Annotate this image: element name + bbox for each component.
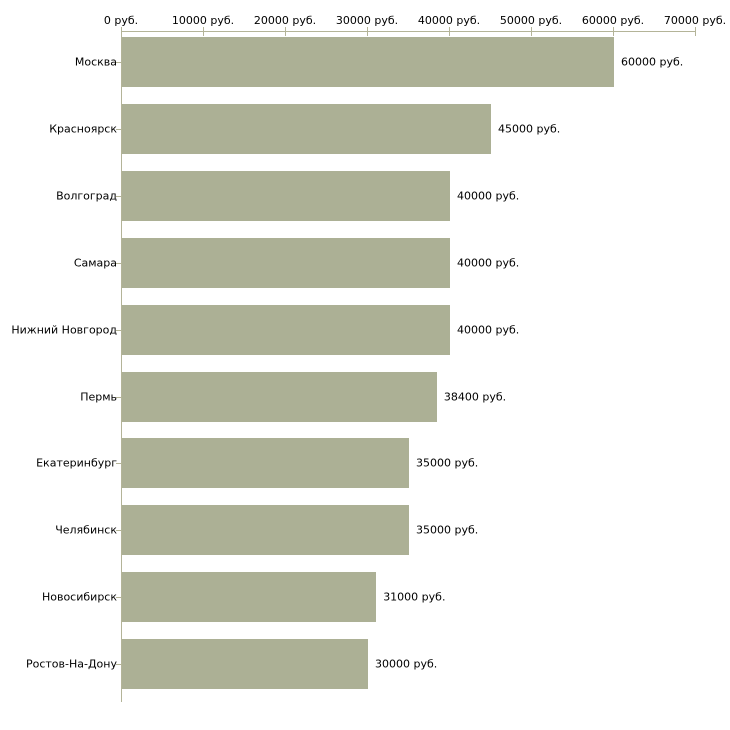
y-axis-tick: [116, 129, 122, 130]
y-axis-category-label: Челябинск: [55, 523, 117, 537]
y-axis-tick: [116, 664, 122, 665]
y-axis-category-label: Пермь: [80, 390, 117, 403]
x-axis-tick-label: 40000 руб.: [417, 14, 481, 27]
y-axis-tick: [116, 597, 122, 598]
x-axis-tick-label: 30000 руб.: [335, 14, 399, 27]
bar: [122, 505, 409, 556]
bar-value-label: 35000 руб.: [416, 523, 479, 537]
y-axis-category-label: Нижний Новгород: [11, 323, 117, 337]
y-axis-tick: [116, 397, 122, 398]
y-axis-category-label: Красноярск: [49, 122, 117, 136]
y-axis-category-label: Ростов-На-Дону: [25, 657, 117, 671]
x-axis-tick-label: 0 руб.: [103, 14, 139, 27]
x-axis-tick-label: 50000 руб.: [499, 14, 563, 27]
bar-value-label: 35000 руб.: [416, 456, 479, 470]
x-axis-tick: [203, 27, 204, 36]
x-axis-tick: [531, 27, 532, 36]
bar-value-label: 38400 руб.: [443, 390, 507, 403]
bar-value-label: 60000 руб.: [621, 55, 684, 69]
bar-value-label: 30000 руб.: [375, 657, 438, 671]
y-axis-tick: [116, 530, 122, 531]
x-axis-tick-label: 60000 руб.: [581, 14, 645, 27]
bar-value-label: 31000 руб.: [383, 590, 446, 604]
bar: [122, 639, 368, 690]
bar: [122, 170, 450, 221]
y-axis-tick: [116, 330, 122, 331]
bar: [122, 572, 377, 623]
y-axis-category-label: Новосибирск: [41, 590, 117, 604]
y-axis-tick: [116, 263, 122, 264]
y-axis-category-label: Волгоград: [56, 189, 117, 203]
bar-value-label: 40000 руб.: [457, 189, 520, 203]
y-axis-category-label: Москва: [74, 55, 117, 69]
x-axis-tick-label: 70000 руб.: [663, 14, 727, 27]
bar: [122, 438, 409, 489]
bar-value-label: 40000 руб.: [457, 323, 520, 337]
x-axis-tick: [449, 27, 450, 36]
bar: [122, 371, 437, 422]
y-axis-tick: [116, 463, 122, 464]
x-axis-tick-label: 10000 руб.: [171, 14, 235, 27]
bar: [122, 304, 450, 355]
y-axis-category-label: Самара: [73, 256, 117, 270]
x-axis-tick-label: 20000 руб.: [253, 14, 317, 27]
x-axis-tick: [613, 27, 614, 36]
y-axis-line: [121, 31, 122, 702]
y-axis-tick: [116, 196, 122, 197]
bar-value-label: 40000 руб.: [457, 256, 520, 270]
x-axis-tick: [285, 27, 286, 36]
y-axis-tick: [116, 62, 122, 63]
y-axis-category-label: Екатеринбург: [36, 456, 117, 470]
bar-value-label: 45000 руб.: [498, 122, 561, 136]
x-axis-tick: [695, 27, 696, 36]
x-axis-line: [121, 31, 695, 32]
bar: [122, 237, 450, 288]
bar: [122, 103, 491, 154]
x-axis-tick: [367, 27, 368, 36]
bar: [122, 37, 614, 87]
